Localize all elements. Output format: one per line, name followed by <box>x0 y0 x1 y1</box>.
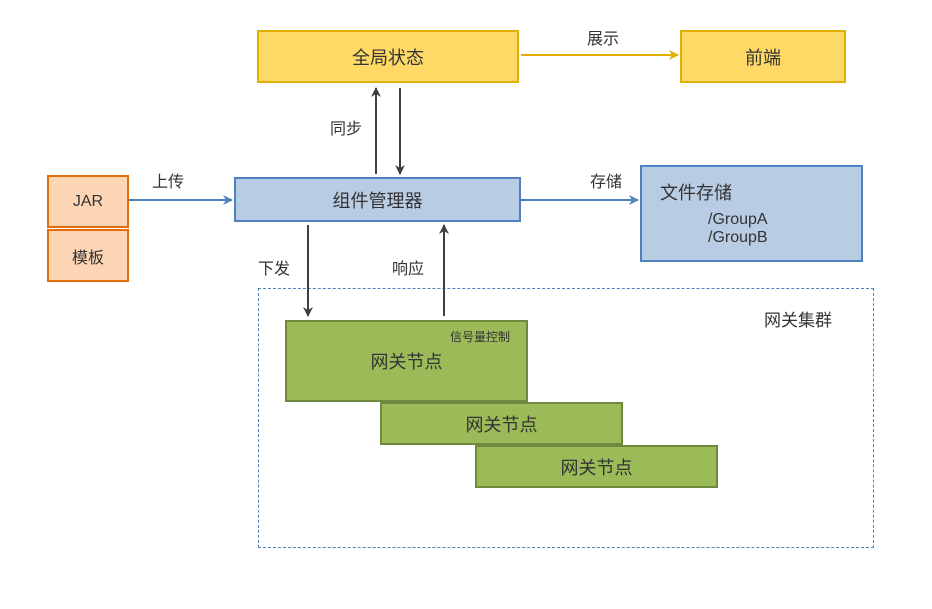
global-state-box: 全局状态 <box>257 30 519 83</box>
jar-label: JAR <box>73 193 103 211</box>
issue-arrow-label: 下发 <box>258 255 290 279</box>
upload-arrow-label: 上传 <box>152 168 184 192</box>
gateway-node-1-label: 网关节点 <box>371 348 443 374</box>
component-manager-box: 组件管理器 <box>234 177 521 222</box>
display-arrow-label: 展示 <box>587 25 619 49</box>
sync-arrow-label: 同步 <box>330 115 362 139</box>
frontend-box: 前端 <box>680 30 846 83</box>
semaphore-badge: 信号量控制 <box>450 328 510 345</box>
file-storage-group-b: /GroupB <box>708 229 768 247</box>
gateway-node-3-label: 网关节点 <box>561 454 633 480</box>
template-label: 模板 <box>72 244 104 268</box>
jar-box: JAR <box>47 175 129 228</box>
gateway-cluster-label: 网关集群 <box>764 306 832 331</box>
component-manager-label: 组件管理器 <box>333 187 423 213</box>
store-arrow-label: 存储 <box>590 168 622 192</box>
gateway-node-2-label: 网关节点 <box>466 411 538 437</box>
file-storage-title: 文件存储 <box>660 179 732 205</box>
respond-arrow-label: 响应 <box>392 255 424 279</box>
gateway-node-3: 网关节点 <box>475 445 718 488</box>
global-state-label: 全局状态 <box>352 44 424 70</box>
file-storage-box: 文件存储 /GroupA /GroupB <box>640 165 863 262</box>
file-storage-group-a: /GroupA <box>708 211 768 229</box>
template-box: 模板 <box>47 229 129 282</box>
frontend-label: 前端 <box>745 44 781 70</box>
gateway-node-2: 网关节点 <box>380 402 623 445</box>
